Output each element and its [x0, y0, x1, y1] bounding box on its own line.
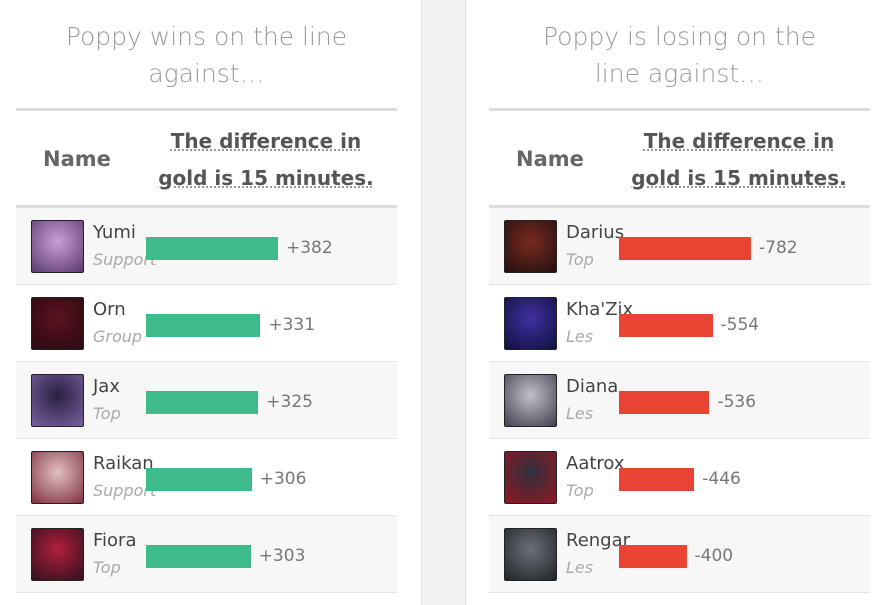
table-row: Jax Top +325	[16, 362, 397, 439]
champion-icon	[504, 451, 557, 504]
gold-bar	[619, 391, 710, 414]
champion-role: Support	[93, 250, 157, 269]
gold-bar	[619, 468, 695, 491]
champion-icon	[504, 374, 557, 427]
champion-icon	[31, 528, 84, 581]
header-rule	[489, 205, 870, 208]
champion-role: Les	[566, 558, 594, 577]
champion-role: Group	[93, 327, 143, 346]
champion-name: Diana	[566, 376, 619, 397]
table-row: Aatrox Top -446	[489, 439, 870, 516]
table-row: Raikan Support +306	[16, 439, 397, 516]
panel-title: Poppy is losing on the line against…	[543, 22, 816, 88]
divider-strip	[421, 0, 466, 605]
gold-bar	[146, 468, 252, 491]
header-rule	[489, 108, 870, 111]
champion-name: Raikan	[93, 453, 154, 474]
gold-diff-label: -782	[759, 238, 798, 258]
champion-role: Top	[566, 481, 594, 500]
champion-icon	[504, 528, 557, 581]
gold-bar	[146, 545, 251, 568]
panel-title: Poppy wins on the line against…	[65, 22, 348, 88]
table-row: Rengar Les -400	[489, 516, 870, 593]
champion-name: Rengar	[566, 530, 631, 551]
gold-diff-label: +306	[259, 469, 307, 489]
champion-icon	[31, 374, 84, 427]
champion-role: Top	[93, 404, 121, 423]
champion-role: Top	[566, 250, 594, 269]
gold-diff-label: +303	[258, 546, 306, 566]
gold-diff-label: +325	[266, 392, 313, 412]
gold-diff-label: -554	[720, 315, 760, 335]
gold-bar	[619, 314, 713, 337]
column-header: Name	[43, 147, 111, 171]
champion-icon	[31, 451, 84, 504]
gold-diff-label: -536	[717, 392, 757, 412]
column-header: The difference in gold is 15 minutes.	[631, 129, 847, 190]
table-row: Diana Les -536	[489, 362, 870, 439]
header-rule	[16, 108, 397, 111]
panel: Poppy is losing on the line against… Name…	[489, 0, 870, 605]
champion-role: Top	[93, 558, 121, 577]
table-row: Fiora Top +303	[16, 516, 397, 593]
champion-name: Yumi	[93, 222, 136, 243]
header-rule	[16, 205, 397, 208]
champion-name: Orn	[93, 299, 126, 320]
champion-role: Les	[566, 327, 594, 346]
champion-icon	[504, 297, 557, 350]
champion-name: Darius	[566, 222, 625, 243]
gold-diff-label: -400	[694, 546, 734, 566]
table-row: Yumi Support +382	[16, 208, 397, 285]
gold-bar	[146, 391, 259, 414]
gold-bar	[619, 237, 751, 260]
gold-diff-label: -446	[702, 469, 741, 489]
column-header: The difference in gold is 15 minutes.	[158, 129, 374, 190]
gold-diff-label: +331	[268, 315, 316, 335]
panel: Poppy wins on the line against… Name The d…	[16, 0, 397, 605]
column-header: Name	[516, 147, 584, 171]
champion-role: Les	[566, 404, 594, 423]
gold-bar	[146, 237, 278, 260]
table-row: Darius Top -782	[489, 208, 870, 285]
gold-bar	[619, 545, 687, 568]
champion-role: Support	[93, 481, 157, 500]
champion-name: Aatrox	[566, 453, 625, 474]
table-row: Orn Group +331	[16, 285, 397, 362]
champion-name: Jax	[93, 376, 120, 397]
champion-icon	[31, 220, 84, 273]
champion-icon	[504, 220, 557, 273]
champion-name: Fiora	[93, 530, 137, 551]
champion-icon	[31, 297, 84, 350]
champion-name: Kha'Zix	[566, 299, 634, 320]
table-row: Kha'Zix Les -554	[489, 285, 870, 362]
gold-diff-label: +382	[286, 238, 333, 258]
gold-bar	[146, 314, 261, 337]
